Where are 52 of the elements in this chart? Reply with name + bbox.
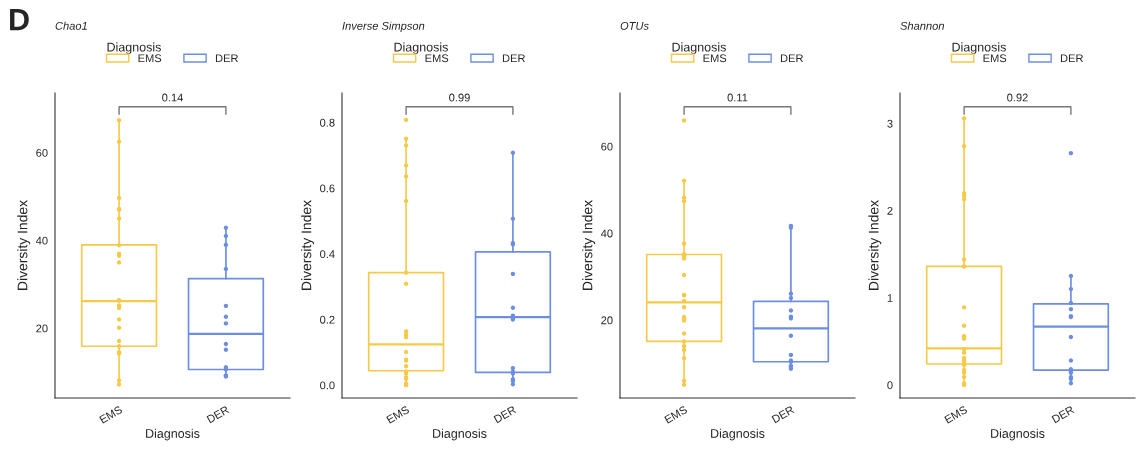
x-tick-label: EMS bbox=[944, 405, 968, 424]
annotation: 0.92 bbox=[1007, 93, 1028, 102]
x-tick-label: EMS bbox=[99, 405, 123, 424]
x-tick-label: DER bbox=[206, 405, 230, 424]
legend-label: EMS bbox=[425, 54, 449, 63]
x-tick-label: DER bbox=[1051, 405, 1075, 424]
legend-label: EMS bbox=[138, 54, 162, 63]
chart-title: Chao1 bbox=[55, 21, 87, 30]
y-tick-label: 60 bbox=[601, 142, 613, 151]
y-axis-title: Diversity Index bbox=[868, 200, 882, 290]
legend-title: Diagnosis bbox=[107, 42, 161, 54]
legend-label: EMS bbox=[703, 54, 727, 63]
y-tick-label: 0.4 bbox=[320, 250, 335, 259]
x-axis-title: Diagnosis bbox=[711, 428, 765, 441]
chart-title: Shannon bbox=[900, 21, 944, 30]
legend-label: DER bbox=[502, 54, 525, 63]
legend-label: DER bbox=[1060, 54, 1083, 63]
y-tick-label: 60 bbox=[36, 148, 48, 157]
y-tick-label: 0 bbox=[887, 381, 893, 390]
chart-title: OTUs bbox=[620, 21, 649, 30]
legend-title: Diagnosis bbox=[952, 42, 1006, 54]
annotation: 0.99 bbox=[449, 93, 470, 102]
y-axis-title: Diversity Index bbox=[582, 200, 596, 290]
y-tick-label: 20 bbox=[601, 316, 613, 325]
annotation: 0.14 bbox=[162, 93, 183, 102]
legend-label: EMS bbox=[983, 54, 1007, 63]
y-tick-label: 40 bbox=[35, 236, 48, 245]
y-axis-title: Diversity Index bbox=[17, 200, 31, 290]
x-tick-label: EMS bbox=[664, 405, 688, 424]
x-axis-title: Diagnosis bbox=[991, 428, 1045, 441]
x-tick-label: EMS bbox=[386, 405, 410, 424]
legend-label: DER bbox=[215, 54, 238, 63]
y-tick-label: 40 bbox=[600, 229, 613, 238]
legend-title: Diagnosis bbox=[672, 42, 726, 54]
y-axis-title: Diversity Index bbox=[301, 200, 315, 290]
y-tick-label: 0.8 bbox=[320, 118, 335, 127]
x-tick-label: DER bbox=[771, 405, 795, 424]
text: D bbox=[10, 9, 29, 31]
y-tick-label: 0.2 bbox=[320, 315, 335, 324]
x-axis-title: Diagnosis bbox=[146, 428, 200, 441]
x-tick-label: DER bbox=[493, 405, 517, 424]
y-tick-label: 0.6 bbox=[320, 184, 335, 193]
y-tick-label: 20 bbox=[36, 324, 48, 333]
legend-title: Diagnosis bbox=[394, 42, 448, 54]
y-tick-label: 0.0 bbox=[320, 381, 335, 390]
y-tick-label: 3 bbox=[887, 119, 893, 128]
legend-label: DER bbox=[780, 54, 803, 63]
annotation: 0.11 bbox=[727, 93, 748, 102]
chart-title: Inverse Simpson bbox=[342, 21, 425, 32]
y-tick-label: 1 bbox=[887, 294, 893, 302]
x-axis-title: Diagnosis bbox=[433, 428, 487, 441]
y-tick-label: 2 bbox=[887, 206, 893, 215]
